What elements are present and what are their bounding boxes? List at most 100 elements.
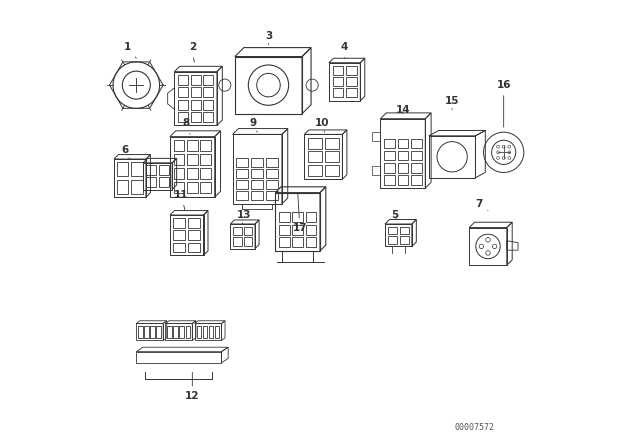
Bar	[346, 89, 356, 98]
Bar	[388, 227, 397, 234]
Bar	[252, 180, 263, 189]
Bar	[204, 75, 214, 85]
Text: 17: 17	[292, 193, 307, 233]
Bar	[146, 177, 156, 187]
Bar	[384, 151, 395, 160]
Bar	[333, 77, 343, 86]
Bar	[156, 326, 161, 338]
Bar	[411, 138, 422, 148]
Bar	[233, 227, 242, 235]
Bar	[214, 326, 220, 338]
Text: 9: 9	[249, 118, 257, 132]
Text: 14: 14	[396, 105, 410, 115]
Text: 11: 11	[174, 190, 188, 210]
Bar	[150, 326, 156, 338]
Bar	[236, 169, 248, 178]
Text: 00007572: 00007572	[454, 423, 495, 432]
Text: 1: 1	[124, 42, 136, 58]
Bar	[187, 140, 198, 151]
Bar	[325, 151, 339, 162]
Bar	[196, 326, 202, 338]
Bar	[266, 191, 278, 200]
Bar	[266, 169, 278, 178]
Bar	[279, 237, 289, 247]
Bar	[179, 326, 184, 338]
Bar	[173, 230, 185, 240]
Bar	[397, 163, 408, 172]
Text: 5: 5	[391, 210, 399, 220]
Bar	[346, 66, 356, 75]
Bar	[384, 175, 395, 185]
Text: 3: 3	[265, 31, 272, 45]
Bar	[173, 218, 185, 228]
Bar	[204, 87, 214, 97]
Bar	[325, 165, 339, 176]
Bar	[388, 236, 397, 244]
Bar	[266, 158, 278, 167]
Bar	[131, 180, 143, 194]
Text: 13: 13	[237, 210, 251, 224]
Bar	[411, 151, 422, 160]
Bar	[200, 168, 211, 180]
Bar	[306, 212, 316, 222]
Bar	[186, 326, 190, 338]
Bar	[397, 175, 408, 185]
Bar	[188, 230, 200, 240]
Bar	[252, 191, 263, 200]
Text: 4: 4	[341, 42, 348, 58]
Bar	[173, 182, 184, 194]
Bar	[178, 100, 188, 110]
Bar	[191, 112, 201, 122]
Bar	[325, 138, 339, 149]
Bar	[292, 237, 303, 247]
Bar	[292, 212, 303, 222]
Bar	[252, 158, 263, 167]
Text: 6: 6	[122, 145, 130, 159]
Bar	[308, 138, 322, 149]
Text: 7: 7	[476, 199, 488, 211]
Bar	[191, 87, 201, 97]
Bar	[200, 140, 211, 151]
Bar	[384, 138, 395, 148]
Bar	[397, 151, 408, 160]
Bar	[204, 100, 214, 110]
Bar	[159, 165, 170, 175]
Bar	[399, 227, 409, 234]
Bar	[399, 236, 409, 244]
Bar	[178, 112, 188, 122]
Text: 10: 10	[315, 118, 330, 132]
Bar	[191, 75, 201, 85]
Bar	[116, 162, 129, 177]
Bar	[244, 237, 252, 246]
Bar	[244, 227, 252, 235]
Bar	[384, 163, 395, 172]
Bar	[308, 151, 322, 162]
Bar	[233, 237, 242, 246]
Bar	[173, 326, 179, 338]
Bar	[200, 182, 211, 194]
Bar	[187, 182, 198, 194]
Bar	[204, 112, 214, 122]
Bar	[191, 100, 201, 110]
Bar	[173, 168, 184, 180]
Text: 8: 8	[182, 118, 190, 134]
Bar	[144, 326, 149, 338]
Bar	[200, 154, 211, 165]
Text: 16: 16	[497, 80, 511, 127]
Bar	[178, 87, 188, 97]
Bar	[292, 224, 303, 235]
Bar	[411, 175, 422, 185]
Bar	[173, 154, 184, 165]
Bar	[236, 180, 248, 189]
Bar	[372, 132, 380, 141]
Bar	[173, 242, 185, 252]
Bar	[308, 165, 322, 176]
Bar	[236, 158, 248, 167]
Bar	[306, 237, 316, 247]
Bar	[252, 169, 263, 178]
Bar	[138, 326, 143, 338]
Bar	[173, 140, 184, 151]
Bar	[306, 224, 316, 235]
Bar	[178, 75, 188, 85]
Bar	[187, 154, 198, 165]
